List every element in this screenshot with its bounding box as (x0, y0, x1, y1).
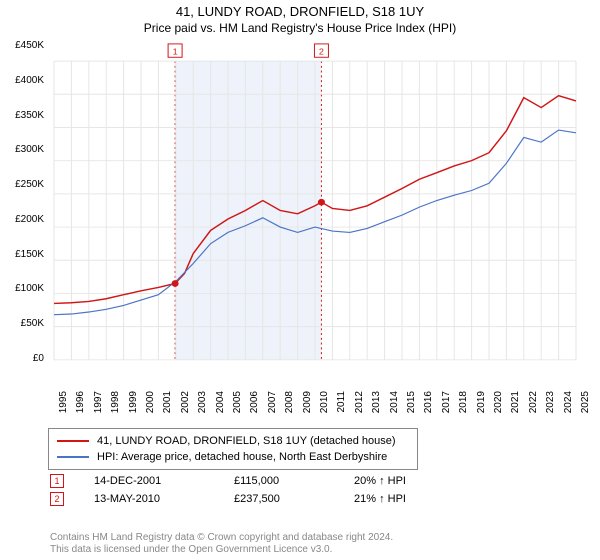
price-chart: 12 (50, 42, 580, 377)
x-axis-label: 1999 (128, 391, 139, 421)
legend-label-subject: 41, LUNDY ROAD, DRONFIELD, S18 1UY (deta… (97, 433, 396, 449)
x-axis-label: 1997 (93, 391, 104, 421)
x-axis-label: 2018 (458, 391, 469, 421)
x-axis-label: 1996 (75, 391, 86, 421)
x-axis-label: 2003 (197, 391, 208, 421)
sale-date: 14-DEC-2001 (94, 475, 204, 487)
legend: 41, LUNDY ROAD, DRONFIELD, S18 1UY (deta… (48, 428, 418, 470)
x-axis-label: 2024 (563, 391, 574, 421)
x-axis-label: 2020 (493, 391, 504, 421)
sale-delta: 21% ↑ HPI (354, 493, 406, 505)
x-axis-label: 2010 (319, 391, 330, 421)
y-axis-label: £150K (0, 249, 44, 260)
y-axis-label: £450K (0, 40, 44, 51)
x-axis-label: 2001 (162, 391, 173, 421)
x-axis-label: 2022 (528, 391, 539, 421)
y-axis-label: £300K (0, 144, 44, 155)
x-axis-label: 2007 (267, 391, 278, 421)
x-axis-label: 1995 (58, 391, 69, 421)
y-axis-label: £0 (0, 353, 44, 364)
footer-attribution: Contains HM Land Registry data © Crown c… (50, 532, 393, 556)
y-axis-label: £100K (0, 283, 44, 294)
page-subtitle: Price paid vs. HM Land Registry's House … (0, 21, 600, 35)
y-axis-label: £350K (0, 110, 44, 121)
x-axis-label: 2025 (580, 391, 591, 421)
y-axis-label: £250K (0, 179, 44, 190)
y-axis-label: £400K (0, 75, 44, 86)
sale-price: £237,500 (234, 493, 324, 505)
x-axis-label: 2000 (145, 391, 156, 421)
x-axis-label: 2002 (180, 391, 191, 421)
x-axis-label: 2005 (232, 391, 243, 421)
legend-item-subject: 41, LUNDY ROAD, DRONFIELD, S18 1UY (deta… (57, 433, 409, 449)
x-axis-label: 2004 (215, 391, 226, 421)
x-axis-label: 2015 (406, 391, 417, 421)
legend-line-subject (57, 440, 89, 442)
x-axis-label: 2023 (545, 391, 556, 421)
legend-label-hpi: HPI: Average price, detached house, Nort… (97, 449, 387, 465)
sale-price: £115,000 (234, 475, 324, 487)
y-axis-label: £200K (0, 214, 44, 225)
sale-date: 13-MAY-2010 (94, 493, 204, 505)
x-axis-label: 2009 (302, 391, 313, 421)
legend-item-hpi: HPI: Average price, detached house, Nort… (57, 449, 409, 465)
sale-row: 1 14-DEC-2001 £115,000 20% ↑ HPI (50, 474, 550, 488)
x-axis-label: 2014 (389, 391, 400, 421)
x-axis-label: 2011 (336, 391, 347, 421)
x-axis-label: 2017 (441, 391, 452, 421)
footer-line-1: Contains HM Land Registry data © Crown c… (50, 532, 393, 544)
y-axis-label: £50K (0, 318, 44, 329)
sale-row: 2 13-MAY-2010 £237,500 21% ↑ HPI (50, 492, 550, 506)
svg-text:1: 1 (173, 47, 178, 57)
sale-marker-box: 1 (50, 474, 64, 488)
x-axis-label: 2013 (371, 391, 382, 421)
sale-delta: 20% ↑ HPI (354, 475, 406, 487)
sale-marker-box: 2 (50, 492, 64, 506)
x-axis-label: 2019 (476, 391, 487, 421)
footer-line-2: This data is licensed under the Open Gov… (50, 544, 393, 556)
x-axis-label: 2006 (249, 391, 260, 421)
svg-text:2: 2 (319, 47, 324, 57)
x-axis-label: 2008 (284, 391, 295, 421)
x-axis-label: 1998 (110, 391, 121, 421)
page-title: 41, LUNDY ROAD, DRONFIELD, S18 1UY (0, 0, 600, 19)
legend-line-hpi (57, 456, 89, 458)
x-axis-label: 2021 (510, 391, 521, 421)
x-axis-label: 2016 (423, 391, 434, 421)
sales-table: 1 14-DEC-2001 £115,000 20% ↑ HPI 2 13-MAY-201… (50, 474, 550, 510)
x-axis-label: 2012 (354, 391, 365, 421)
